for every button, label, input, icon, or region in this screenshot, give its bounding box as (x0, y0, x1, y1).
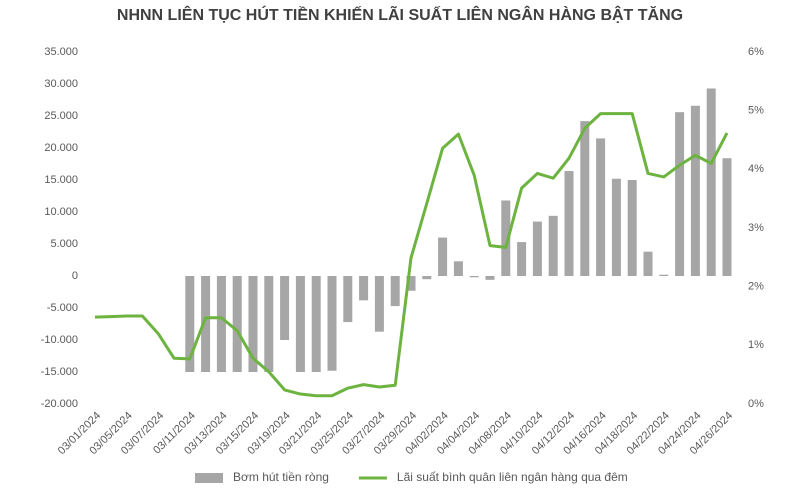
bar (311, 276, 321, 372)
bar (343, 276, 353, 323)
bar (264, 276, 274, 372)
y-tick-label: -10.000 (41, 334, 78, 346)
bar (580, 121, 590, 277)
bar (295, 276, 305, 372)
bar (327, 276, 337, 371)
bar (659, 274, 669, 276)
bar (280, 276, 290, 340)
y-tick-label: -5.000 (47, 302, 78, 314)
y2-tick-label: 1% (748, 339, 764, 351)
bar (248, 276, 258, 372)
y2-tick-label: 3% (748, 222, 764, 234)
bar (517, 242, 527, 276)
bar (201, 276, 211, 372)
legend-label: Bơm hút tiền ròng (233, 470, 329, 484)
bar (374, 276, 384, 332)
y2-tick-label: 6% (748, 46, 764, 58)
bar (359, 276, 369, 301)
y2-tick-label: 0% (748, 398, 764, 410)
y-tick-label: -20.000 (41, 398, 78, 410)
bar (438, 237, 448, 276)
y-tick-label: -15.000 (41, 366, 78, 378)
bar (675, 112, 685, 276)
y-tick-label: 10.000 (44, 206, 78, 218)
y2-tick-label: 5% (748, 105, 764, 117)
y-tick-label: 35.000 (44, 46, 78, 58)
bar (185, 276, 195, 372)
y-tick-label: 0 (72, 270, 78, 282)
bar (532, 221, 542, 276)
y2-tick-label: 4% (748, 163, 764, 175)
legend-label: Lãi suất bình quân liên ngân hàng qua đê… (397, 470, 628, 484)
bar (643, 251, 653, 276)
y-tick-label: 20.000 (44, 142, 78, 154)
bar (216, 276, 226, 372)
y-tick-label: 30.000 (44, 78, 78, 90)
chart-title: NHNN LIÊN TỤC HÚT TIỀN KHIẾN LÃI SUẤT LI… (117, 4, 683, 24)
bar (564, 171, 574, 276)
y-tick-label: 25.000 (44, 110, 78, 122)
bar (596, 138, 606, 276)
bar (422, 276, 432, 280)
bar (501, 200, 511, 276)
bar (690, 105, 700, 276)
line (94, 112, 729, 398)
bar (469, 276, 479, 278)
bar (232, 276, 242, 372)
bar (611, 178, 621, 276)
y-tick-label: 15.000 (44, 174, 78, 186)
bar (548, 215, 558, 276)
bar (627, 180, 637, 276)
bar (485, 276, 495, 280)
bar (722, 158, 732, 276)
bar (406, 276, 416, 291)
y-tick-label: 5.000 (50, 238, 78, 250)
bar (390, 276, 400, 307)
legend-swatch (195, 473, 223, 483)
y2-tick-label: 2% (748, 281, 764, 293)
bar (453, 261, 463, 276)
bar (706, 88, 716, 276)
